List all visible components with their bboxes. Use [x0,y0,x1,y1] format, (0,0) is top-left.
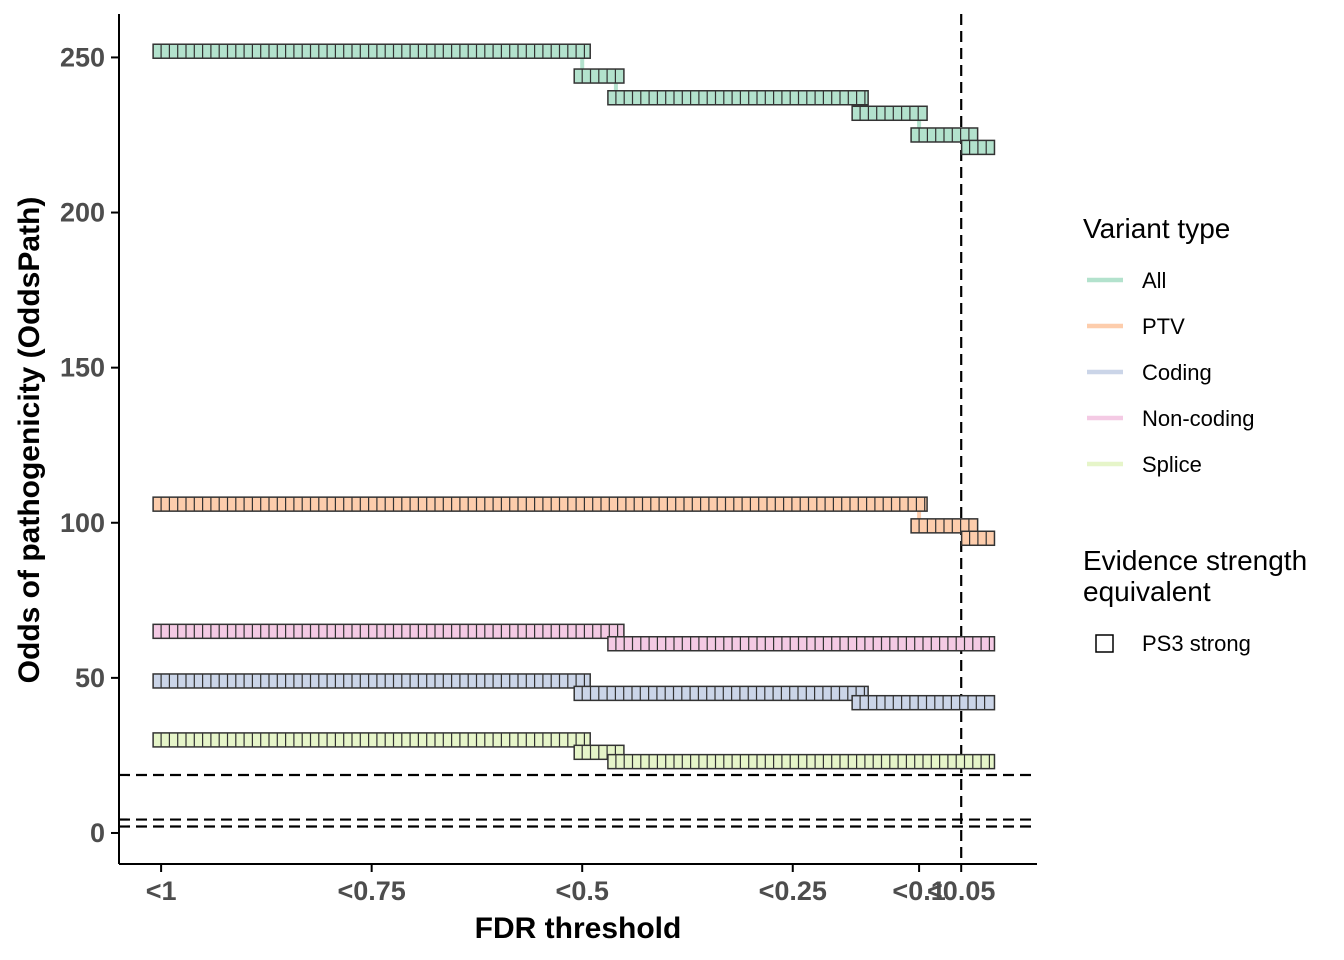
legend-title-evidence-line2: equivalent [1083,576,1211,607]
x-tick-label: <0.5 [556,876,609,906]
segment-dividers [581,686,865,701]
legend-label: All [1142,268,1166,293]
y-tick-label: 150 [60,353,105,383]
segment-dividers [581,69,616,84]
segment-dividers [615,636,990,651]
y-axis-title: Odds of pathogenicity (OddsPath) [13,197,46,684]
series-all [152,43,996,156]
legend-items: All PTV Coding Non-coding Splice [1087,268,1255,477]
segment-dividers [859,106,919,121]
segment-dividers [160,732,585,747]
segment-dividers [615,90,866,105]
threshold-hlines [119,773,1037,828]
x-tick-label: <0.25 [759,876,827,906]
step-segment [607,90,869,106]
step-segment [152,673,591,689]
x-tick-label: <0.1 [892,876,945,906]
y-tick-label: 50 [75,663,105,693]
legend-title-variant-type: Variant type [1083,213,1230,244]
step-segment [152,623,625,640]
legend-label: PTV [1142,314,1185,339]
segment-dividers [160,673,585,688]
legend-square-icon [1095,634,1114,653]
segment-dividers [581,745,616,760]
step-segment [851,694,996,711]
segment-dividers [615,754,990,769]
series-non-coding [152,623,996,652]
segment-dividers [160,44,585,59]
x-axis-title: FDR threshold [475,912,682,945]
axes [118,14,1037,865]
legend-label: Non-coding [1142,406,1255,431]
x-tick-label: <1 [146,876,177,906]
series-ptv [152,496,996,547]
segment-dividers [969,531,987,546]
legend-title-evidence-line1: Evidence strength [1083,545,1307,576]
y-ticks: 0 50 100 150 200 250 [60,42,119,848]
segment-dividers [918,518,970,533]
legend-title-evidence: Evidence strength equivalent [1083,545,1315,607]
y-tick-label: 250 [60,42,105,72]
legend-label-ps3-strong: PS3 strong [1142,631,1251,656]
segment-dividers [160,497,926,512]
legend: Variant type All PTV Coding Non-coding Splic… [1083,213,1315,656]
step-segment [851,105,928,122]
step-segment [152,732,591,748]
legend-label: Splice [1142,452,1202,477]
series-coding [152,673,996,711]
x-ticks: <1 <0.75 <0.5 <0.25 <0.1<0.05 [146,864,995,906]
y-tick-label: 0 [90,818,105,848]
step-segment [152,43,591,59]
segment-dividers [918,127,970,142]
x-tick-label: <0.05 [927,876,995,906]
y-tick-label: 100 [60,508,105,538]
legend-label: Coding [1142,360,1212,385]
x-tick-label: <0.75 [337,876,405,906]
step-segment [573,685,869,702]
segment-dividers [160,624,619,639]
segment-dividers [969,140,987,155]
segment-dividers [859,695,986,710]
y-tick-label: 200 [60,198,105,228]
series-layer [152,43,996,770]
series-splice [152,732,996,770]
